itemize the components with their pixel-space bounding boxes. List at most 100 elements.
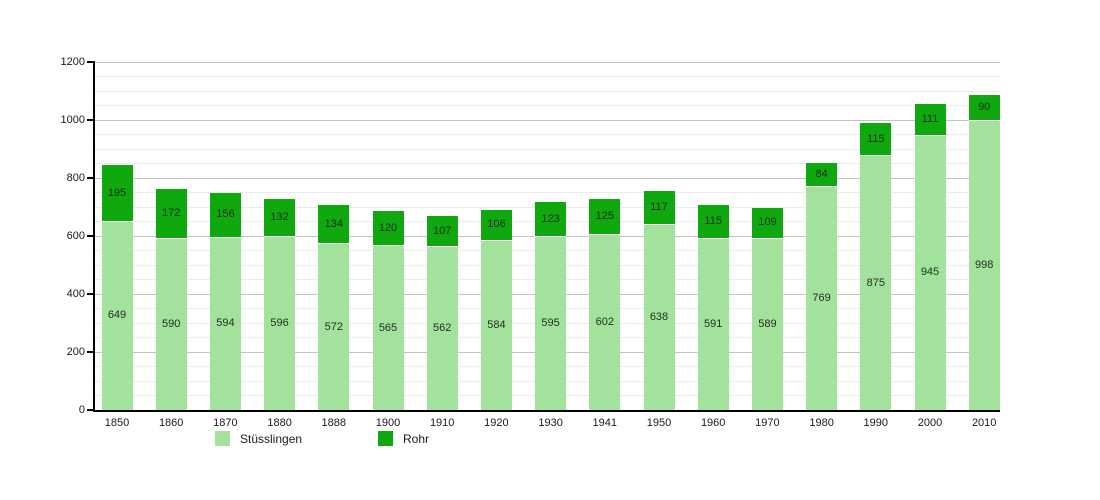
legend-label-rohr: Rohr	[403, 431, 430, 446]
bar-segment-stuesslingen-1930: 595	[535, 237, 567, 410]
x-axis-label-1910: 1910	[429, 417, 455, 429]
y-axis-line	[93, 61, 95, 412]
bar-segment-rohr-1990: 115	[860, 122, 892, 157]
x-axis-label-1850: 1850	[104, 417, 130, 429]
bar-segment-stuesslingen-1950: 638	[643, 224, 675, 410]
legend-item-rohr: Rohr	[378, 431, 429, 446]
value-label-stuesslingen-1941: 602	[595, 316, 614, 329]
gridline-1000	[95, 119, 1000, 121]
value-label-rohr-1900: 120	[378, 221, 398, 234]
bar-segment-stuesslingen-1990: 875	[860, 156, 892, 410]
bar-1910: 107 562	[426, 216, 458, 410]
value-label-stuesslingen-1990: 875	[866, 276, 885, 289]
bar-segment-rohr-2000: 111	[914, 103, 946, 136]
value-label-stuesslingen-1980: 769	[812, 292, 831, 304]
value-label-rohr-1990: 115	[867, 132, 885, 145]
value-label-rohr-1920: 106	[487, 218, 506, 231]
value-label-rohr-1950: 117	[650, 201, 668, 214]
y-axis-label-600: 600	[66, 230, 85, 242]
y-axis-label-0: 0	[78, 404, 85, 416]
bar-1880: 132 596	[264, 198, 296, 410]
value-label-stuesslingen-1900: 565	[378, 321, 398, 334]
value-label-stuesslingen-1950: 638	[649, 310, 669, 323]
y-axis-label-800: 800	[66, 172, 85, 184]
bar-segment-rohr-1860: 172	[155, 189, 187, 239]
x-axis-label-1941: 1941	[592, 417, 618, 429]
bar-1960: 115 591	[697, 205, 729, 410]
value-label-rohr-1970: 109	[758, 216, 777, 229]
bar-1920: 106 584	[480, 209, 512, 410]
value-label-stuesslingen-1960: 591	[704, 317, 723, 330]
value-label-stuesslingen-1870: 594	[216, 317, 235, 330]
y-axis-label-1200: 1200	[60, 56, 85, 68]
x-axis-label-1920: 1920	[484, 417, 509, 429]
x-axis-label-1970: 1970	[755, 417, 780, 429]
value-label-rohr-2000: 111	[921, 112, 939, 125]
x-axis-label-1870: 1870	[213, 417, 238, 429]
bar-1870: 156 594	[209, 192, 241, 410]
value-label-rohr-1888: 134	[324, 217, 343, 230]
legend-item-stuesslingen: Stüsslingen	[215, 431, 302, 446]
x-axis-label-1980: 1980	[809, 417, 834, 429]
value-label-stuesslingen-1970: 589	[758, 318, 777, 331]
y-tick-600	[87, 235, 93, 237]
x-axis-label-1930: 1930	[538, 417, 563, 429]
bar-segment-stuesslingen-1960: 591	[697, 238, 729, 410]
value-label-stuesslingen-2010: 998	[975, 258, 994, 271]
value-label-stuesslingen-1930: 595	[541, 317, 560, 330]
bar-segment-rohr-1930: 123	[535, 201, 567, 238]
bar-1860: 172 590	[155, 189, 187, 410]
x-axis-label-1950: 1950	[646, 417, 672, 429]
gridline-850	[95, 163, 1000, 164]
value-label-rohr-1850: 195	[107, 186, 127, 199]
y-tick-1200	[87, 61, 93, 63]
bar-segment-stuesslingen-1860: 590	[155, 238, 187, 410]
x-axis-label-2010: 2010	[971, 417, 997, 429]
x-axis-label-1960: 1960	[700, 417, 726, 429]
value-label-stuesslingen-1880: 596	[270, 317, 289, 330]
bar-segment-stuesslingen-2000: 945	[914, 135, 946, 410]
gridline-750	[95, 192, 1000, 193]
value-label-rohr-1910: 107	[433, 224, 452, 237]
gridline-1200	[95, 61, 1000, 63]
bar-1990: 115 875	[860, 122, 892, 410]
bar-segment-stuesslingen-1870: 594	[209, 237, 241, 410]
bar-segment-stuesslingen-1850: 649	[101, 221, 133, 410]
value-label-rohr-1860: 172	[162, 206, 181, 219]
chart-legend: Stüsslingen Rohr	[0, 431, 1100, 449]
gridline-900	[95, 148, 1000, 150]
bar-segment-rohr-1910: 107	[426, 216, 458, 248]
x-axis-label-1860: 1860	[158, 417, 184, 429]
bar-segment-rohr-1888: 134	[318, 205, 350, 245]
bar-1941: 125 602	[589, 199, 621, 410]
gridline-950	[95, 134, 1000, 135]
y-axis-label-200: 200	[66, 346, 85, 358]
value-label-stuesslingen-1920: 584	[487, 318, 506, 331]
legend-label-stuesslingen: Stüsslingen	[240, 431, 303, 446]
bar-segment-stuesslingen-1970: 589	[751, 239, 783, 410]
bar-1930: 123 595	[535, 201, 567, 410]
bar-1850: 195 649	[101, 165, 133, 410]
bar-segment-rohr-1870: 156	[209, 192, 241, 238]
bar-1970: 109 589	[751, 207, 783, 410]
y-axis-label-1000: 1000	[60, 114, 85, 126]
value-label-stuesslingen-1850: 649	[107, 309, 127, 322]
bar-segment-rohr-1920: 106	[480, 209, 512, 241]
value-label-rohr-1980: 84	[815, 167, 828, 180]
y-tick-400	[87, 293, 93, 295]
bar-segment-stuesslingen-1888: 572	[318, 244, 350, 410]
bar-segment-stuesslingen-1920: 584	[480, 240, 512, 410]
x-axis-label-2000: 2000	[917, 417, 943, 429]
value-label-stuesslingen-1888: 572	[324, 320, 343, 333]
bar-segment-stuesslingen-1910: 562	[426, 247, 458, 410]
legend-swatch-stuesslingen	[215, 431, 230, 446]
bar-segment-rohr-1950: 117	[643, 191, 675, 225]
gridline-1100	[95, 90, 1000, 92]
bar-segment-rohr-2010: 90	[968, 94, 1000, 121]
gridline-1050	[95, 105, 1000, 106]
x-axis-label-1888: 1888	[321, 417, 347, 429]
bar-1888: 134 572	[318, 205, 350, 410]
bar-segment-rohr-1941: 125	[589, 199, 621, 236]
bar-1900: 120 565	[372, 211, 404, 410]
